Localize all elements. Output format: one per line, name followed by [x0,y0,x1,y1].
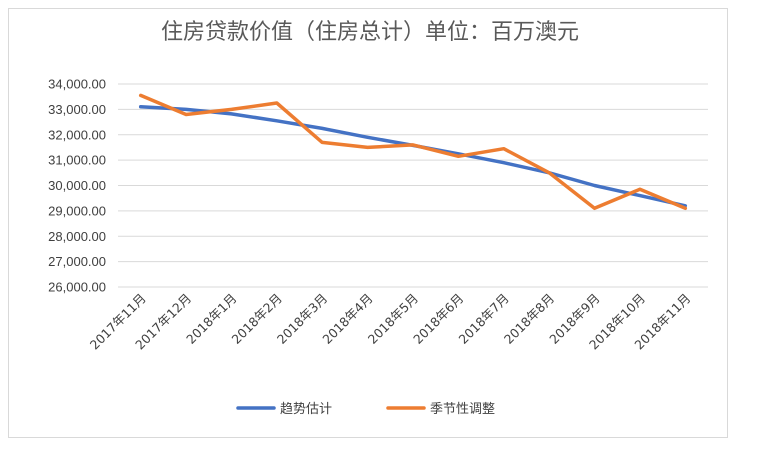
y-tick-label: 27,000.00 [48,254,106,269]
y-tick-label: 29,000.00 [48,203,106,218]
y-tick-label: 33,000.00 [48,102,106,117]
chart-title: 住房贷款价值（住房总计）单位：百万澳元 [160,20,579,45]
legend-label: 季节性调整 [430,402,495,417]
series-line-0 [138,105,688,208]
legend-label: 趋势估计 [280,401,332,417]
y-tick-label: 34,000.00 [48,77,106,92]
chart-frame [8,8,728,438]
y-tick-label: 28,000.00 [48,229,106,244]
y-tick-label: 30,000.00 [48,178,106,193]
y-tick-label: 32,000.00 [48,127,106,142]
y-tick-label: 26,000.00 [48,280,106,295]
series-line-1 [138,93,688,211]
y-tick-label: 31,000.00 [48,153,106,168]
